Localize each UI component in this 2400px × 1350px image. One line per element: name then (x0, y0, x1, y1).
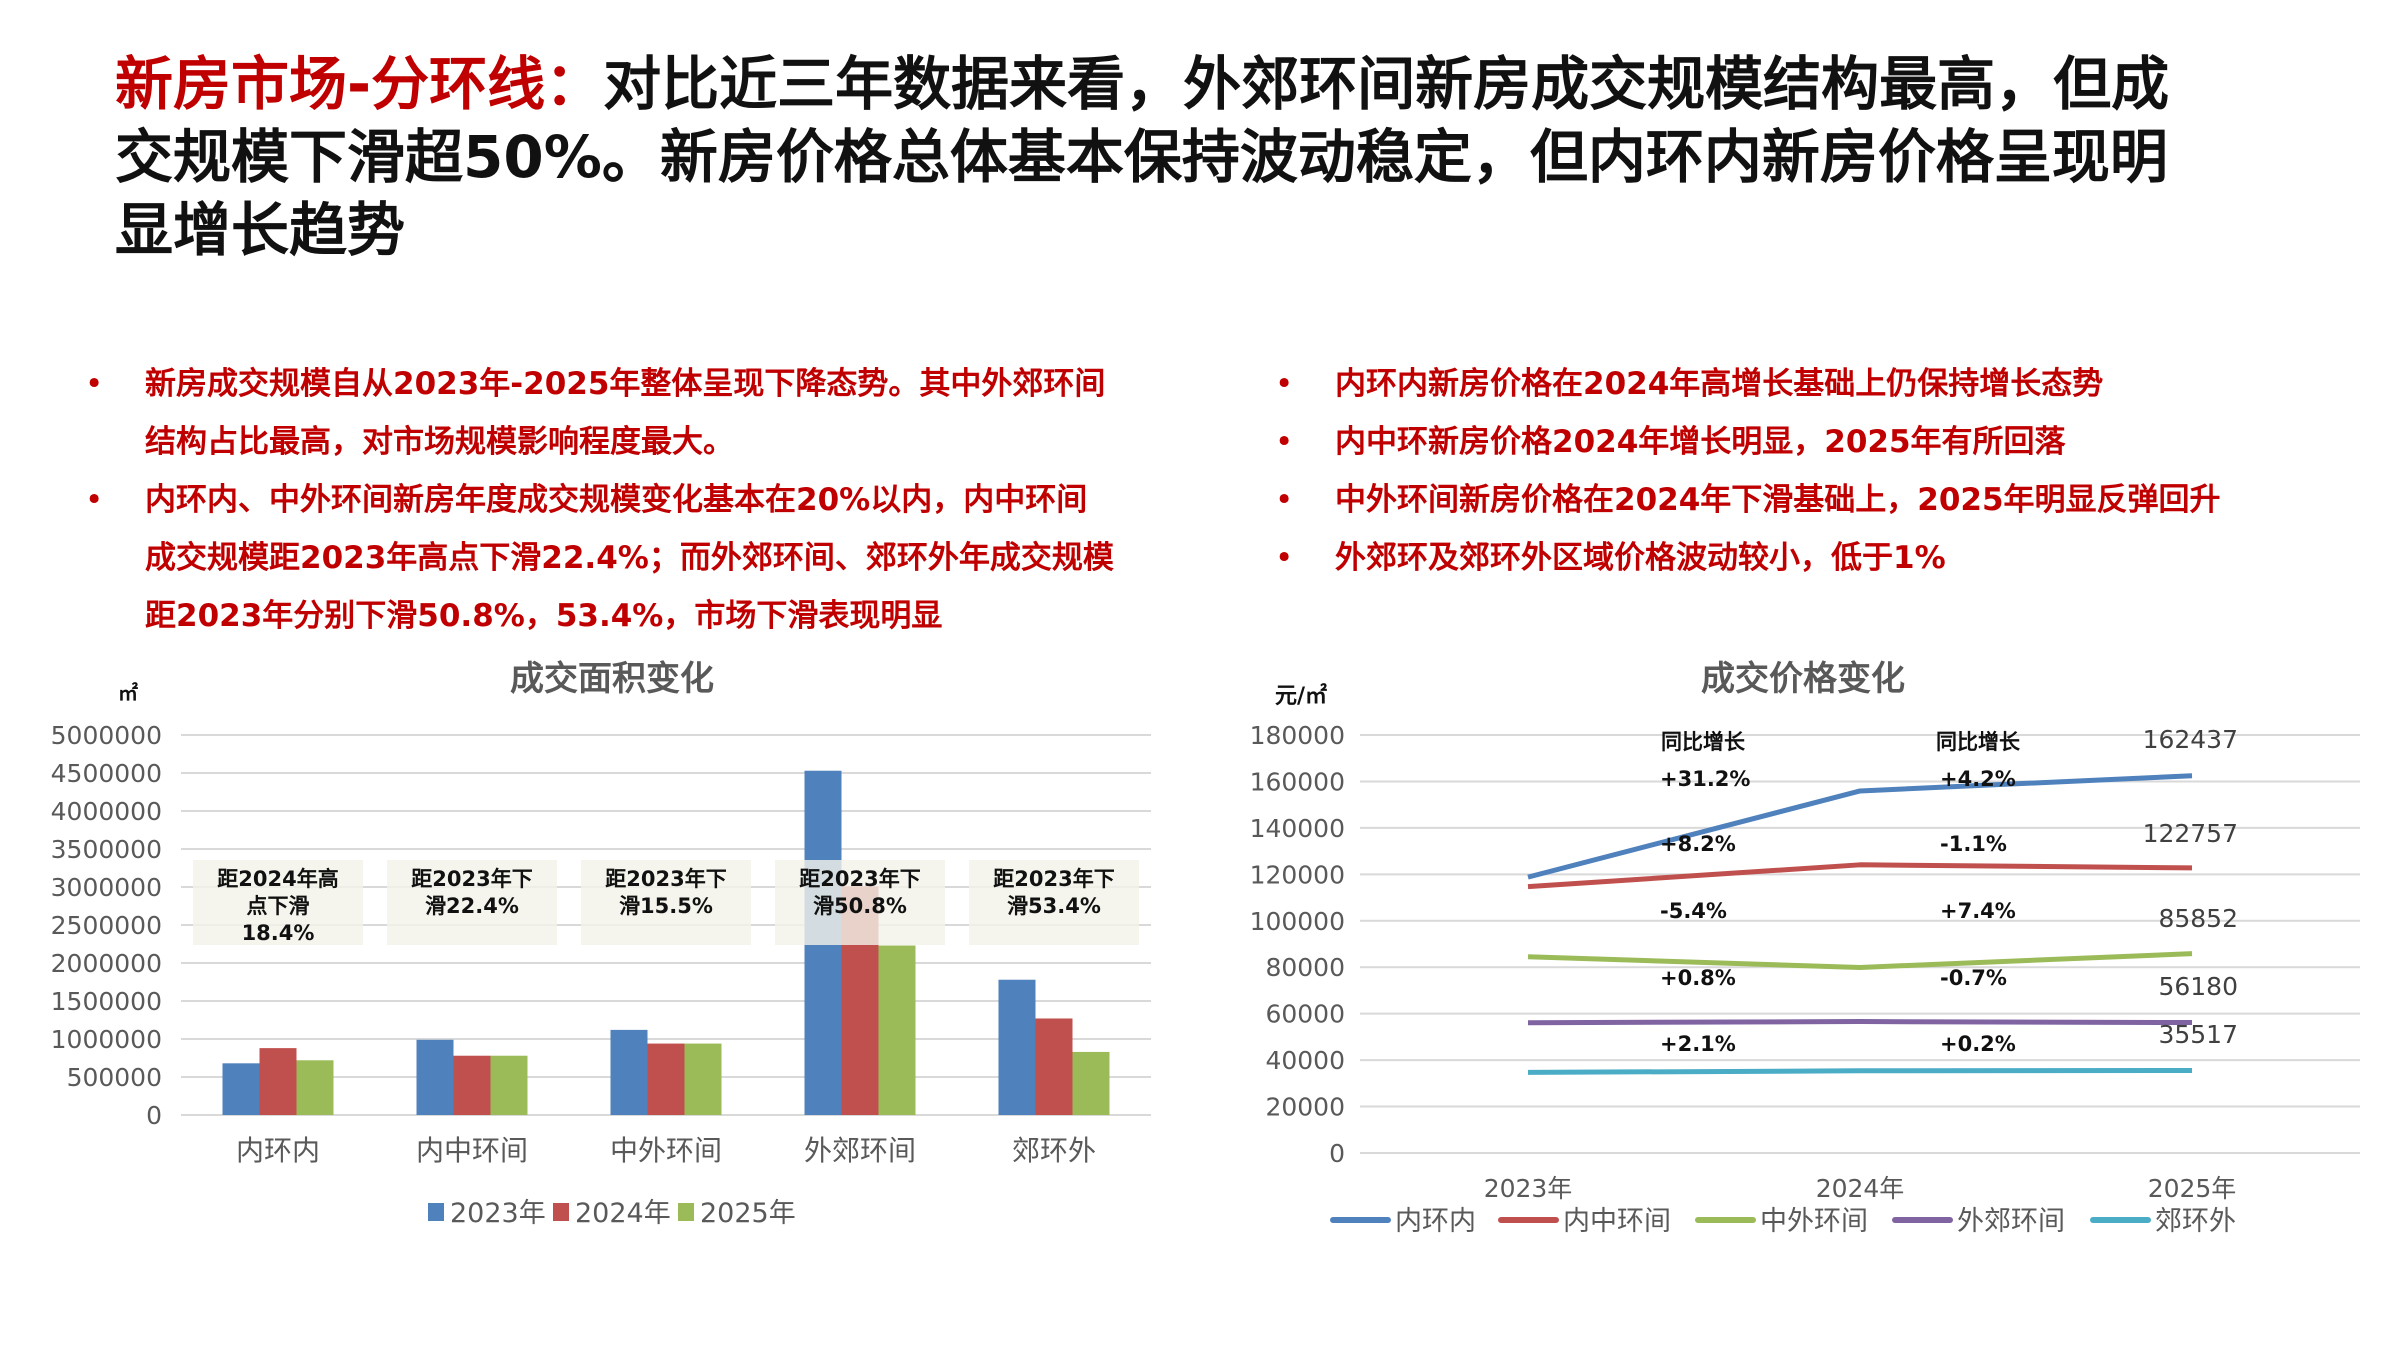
chart-title: 成交面积变化 (510, 659, 714, 699)
y-tick-label: 0 (1329, 1139, 1345, 1168)
chart-title: 成交价格变化 (1701, 659, 1905, 699)
x-tick-label: 2023年 (1484, 1174, 1573, 1203)
growth-header: 同比增长 (1936, 730, 2021, 754)
x-tick-label: 内中环间 (416, 1134, 528, 1167)
legend-label: 内环内 (1395, 1206, 1476, 1237)
bullet-item: 内环内新房价格在2024年高增长基础上仍保持增长态势 (1275, 355, 2375, 413)
bar (1035, 1018, 1073, 1115)
x-tick-label: 中外环间 (610, 1134, 722, 1167)
series-line (1527, 1019, 2193, 1026)
page-title: 新房市场-分环线：对比近三年数据来看，外郊环间新房成交规模结构最高，但成交规模下… (115, 48, 2215, 267)
legend-swatch (428, 1203, 444, 1221)
legend-label: 2024年 (575, 1198, 671, 1229)
growth-header: 同比增长 (1661, 730, 1746, 754)
legend-swatch (678, 1203, 694, 1221)
left-bullet-list: 新房成交规模自从2023年-2025年整体呈现下降态势。其中外郊环间结构占比最高… (85, 355, 1115, 645)
y-tick-label: 4000000 (51, 797, 162, 826)
y-tick-label: 5000000 (51, 721, 162, 750)
x-tick-label: 2025年 (2148, 1174, 2237, 1203)
series-line (1527, 1068, 2193, 1075)
bullet-item: 外郊环及郊环外区域价格波动较小，低于1% (1275, 529, 2375, 587)
y-tick-label: 140000 (1250, 814, 1345, 843)
title-rest: 对比近三年数据来看，外郊环间新房成交规模结构最高，但成交规模下滑超50%。新房价… (115, 50, 2170, 264)
bar (222, 1063, 260, 1115)
end-value-label: 35517 (2158, 1020, 2238, 1049)
y-tick-label: 1500000 (51, 987, 162, 1016)
legend-label: 内中环间 (1563, 1206, 1671, 1237)
y-tick-label: 3500000 (51, 835, 162, 864)
growth-label: +31.2% (1660, 767, 1750, 791)
growth-label: +4.2% (1940, 767, 2016, 791)
y-tick-label: 4500000 (51, 759, 162, 788)
end-value-label: 122757 (2143, 819, 2238, 848)
legend-label: 郊环外 (2155, 1206, 2236, 1237)
y-tick-label: 1000000 (51, 1025, 162, 1054)
bar (453, 1055, 491, 1115)
bar (878, 945, 916, 1115)
annotation-label: 距2023年下滑15.5% (581, 860, 751, 945)
y-tick-label: 60000 (1265, 1000, 1345, 1029)
bar (490, 1055, 528, 1115)
right-bullet-list: 内环内新房价格在2024年高增长基础上仍保持增长态势 内中环新房价格2024年增… (1275, 355, 2375, 587)
y-tick-label: 2500000 (51, 911, 162, 940)
bar (296, 1060, 334, 1115)
growth-label: -5.4% (1660, 899, 1727, 923)
legend-label: 2025年 (700, 1198, 796, 1229)
annotation-label: 距2024年高点下滑18.4% (193, 860, 363, 945)
bullet-item: 内中环新房价格2024年增长明显，2025年有所回落 (1275, 413, 2375, 471)
bar (259, 1048, 297, 1115)
end-value-label: 85852 (2158, 904, 2238, 933)
growth-label: +7.4% (1940, 899, 2016, 923)
growth-label: -0.7% (1940, 966, 2007, 990)
y-tick-label: 0 (146, 1101, 162, 1130)
y-tick-label: 120000 (1250, 860, 1345, 889)
growth-label: +0.2% (1940, 1032, 2016, 1056)
series-line (1527, 951, 2193, 970)
end-value-label: 56180 (2158, 972, 2238, 1001)
title-highlight: 新房市场-分环线： (115, 50, 604, 118)
bar (1072, 1051, 1110, 1115)
annotation-label: 距2023年下滑50.8% (775, 860, 945, 945)
growth-label: +8.2% (1660, 832, 1736, 856)
x-tick-label: 2024年 (1816, 1174, 1905, 1203)
x-tick-label: 外郊环间 (804, 1134, 916, 1167)
series-line (1527, 773, 2193, 880)
annotation-label: 距2023年下滑22.4% (387, 860, 557, 945)
y-tick-label: 80000 (1265, 953, 1345, 982)
x-tick-label: 郊环外 (1012, 1134, 1096, 1167)
x-tick-label: 内环内 (236, 1134, 320, 1167)
y-tick-label: 2000000 (51, 949, 162, 978)
legend-swatch (553, 1203, 569, 1221)
y-tick-label: 3000000 (51, 873, 162, 902)
bar (998, 979, 1036, 1115)
y-tick-label: 160000 (1250, 767, 1345, 796)
growth-label: +2.1% (1660, 1032, 1736, 1056)
y-tick-label: 40000 (1265, 1046, 1345, 1075)
growth-label: -1.1% (1940, 832, 2007, 856)
y-tick-label: 100000 (1250, 907, 1345, 936)
y-tick-label: 500000 (67, 1063, 162, 1092)
bar (647, 1043, 685, 1115)
y-axis-unit: 元/㎡ (1275, 683, 1327, 709)
bar (684, 1043, 722, 1115)
annotation-label: 距2023年下滑53.4% (969, 860, 1139, 945)
series-line (1527, 862, 2193, 890)
legend-label: 2023年 (450, 1198, 546, 1229)
bar (610, 1029, 648, 1115)
y-tick-label: 20000 (1265, 1093, 1345, 1122)
end-value-label: 162437 (2143, 725, 2238, 754)
bullet-item: 内环内、中外环间新房年度成交规模变化基本在20%以内，内中环间成交规模距2023… (85, 471, 1115, 645)
legend-label: 中外环间 (1760, 1206, 1868, 1237)
bullet-item: 中外环间新房价格在2024年下滑基础上，2025年明显反弹回升 (1275, 471, 2375, 529)
y-tick-label: 180000 (1250, 721, 1345, 750)
y-axis-unit: ㎡ (118, 681, 138, 705)
legend-label: 外郊环间 (1957, 1206, 2065, 1237)
bullet-item: 新房成交规模自从2023年-2025年整体呈现下降态势。其中外郊环间结构占比最高… (85, 355, 1115, 471)
growth-label: +0.8% (1660, 966, 1736, 990)
bar (416, 1039, 454, 1115)
